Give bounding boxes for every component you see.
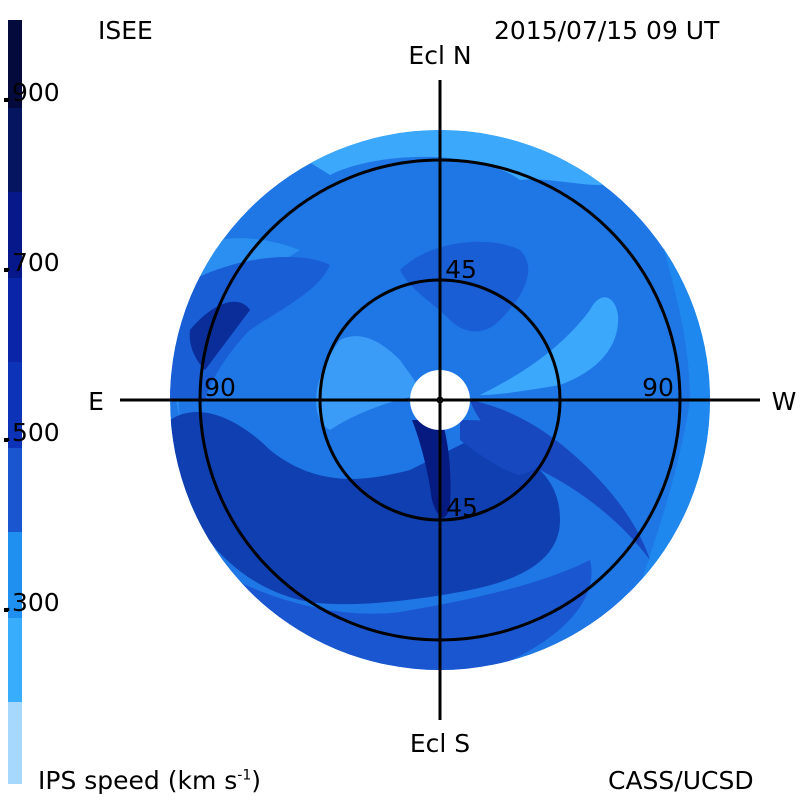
- speed-region: [170, 257, 330, 400]
- speed-region: [400, 241, 529, 332]
- colorbar-segment: [8, 108, 22, 192]
- colorbar-segment: [8, 192, 22, 278]
- speed-colorbar: [8, 20, 22, 784]
- colorbar-segment: [8, 618, 22, 702]
- credit-label: CASS/UCSD: [608, 766, 754, 795]
- colorbar-segment: [8, 278, 22, 362]
- ring-label-90-left: 90: [204, 373, 236, 402]
- colorbar-segment: [8, 362, 22, 448]
- compass-south-label: Ecl S: [410, 729, 470, 758]
- colorbar-tick-500: .500: [4, 418, 60, 447]
- ring-label-45-bottom: 45: [446, 493, 478, 522]
- quantity-label: IPS speed (km s-1): [38, 766, 262, 795]
- colorbar-segment: [8, 702, 22, 784]
- ring-label-90-right: 90: [642, 373, 674, 402]
- compass-north-label: Ecl N: [408, 41, 471, 70]
- speed-region: [316, 336, 420, 430]
- ring-label-45-top: 45: [445, 255, 477, 284]
- colorbar-tick-300: .300: [4, 588, 60, 617]
- speed-region: [480, 297, 619, 395]
- colorbar-segment: [8, 448, 22, 532]
- source-label: ISEE: [98, 16, 153, 45]
- speed-region: [460, 420, 544, 475]
- timestamp-label: 2015/07/15 09 UT: [494, 16, 720, 45]
- speed-region: [170, 411, 560, 605]
- colorbar-segment: [8, 20, 22, 108]
- colorbar-tick-700: .700: [4, 248, 60, 277]
- colorbar-segment: [8, 532, 22, 618]
- compass-east-label: E: [88, 387, 104, 416]
- compass-west-label: W: [772, 387, 797, 416]
- colorbar-tick-900: .900: [4, 78, 60, 107]
